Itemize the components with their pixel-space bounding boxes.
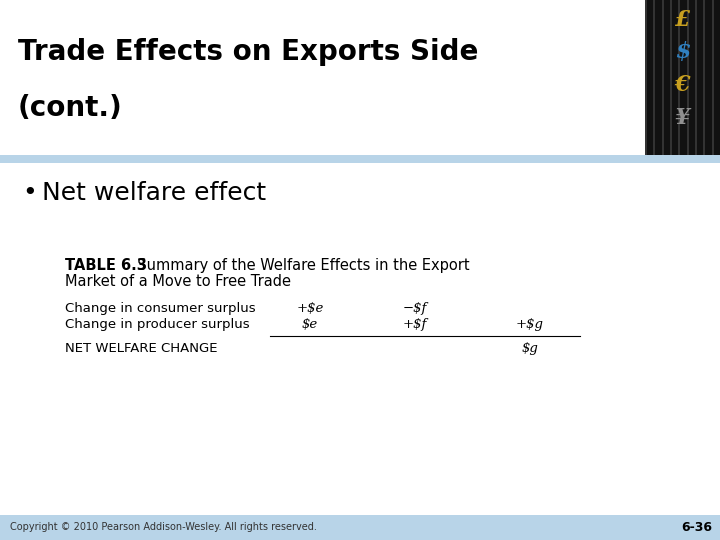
Text: •: • — [22, 181, 37, 205]
Bar — [695, 0, 697, 155]
Text: ¥: ¥ — [675, 107, 690, 129]
Bar — [0, 163, 720, 515]
Bar — [716, 0, 718, 155]
Bar — [666, 0, 668, 155]
Text: £: £ — [675, 9, 690, 31]
Text: Copyright © 2010 Pearson Addison-Wesley. All rights reserved.: Copyright © 2010 Pearson Addison-Wesley.… — [10, 523, 317, 532]
Text: +$e: +$e — [297, 302, 324, 315]
Bar — [0, 515, 720, 540]
Text: NET WELFARE CHANGE: NET WELFARE CHANGE — [65, 342, 217, 355]
Text: Change in producer surplus: Change in producer surplus — [65, 318, 250, 331]
Bar — [0, 155, 720, 163]
Bar — [687, 0, 689, 155]
Text: Summary of the Welfare Effects in the Export: Summary of the Welfare Effects in the Ex… — [128, 258, 469, 273]
Bar — [0, 0, 645, 155]
Text: +$g: +$g — [516, 318, 544, 331]
Bar — [657, 0, 660, 155]
Text: 6-36: 6-36 — [681, 521, 712, 534]
Bar — [670, 0, 672, 155]
Bar — [649, 0, 652, 155]
Bar — [683, 0, 685, 155]
Bar — [690, 0, 693, 155]
Bar — [662, 0, 664, 155]
Bar — [653, 0, 655, 155]
Text: Change in consumer surplus: Change in consumer surplus — [65, 302, 256, 315]
Text: Market of a Move to Free Trade: Market of a Move to Free Trade — [65, 274, 291, 289]
Text: $: $ — [675, 41, 690, 63]
Text: $g: $g — [521, 342, 539, 355]
Text: $e: $e — [302, 318, 318, 331]
Bar — [708, 0, 710, 155]
Text: −$f: −$f — [402, 302, 427, 315]
Text: Trade Effects on Exports Side: Trade Effects on Exports Side — [18, 38, 478, 66]
Text: (cont.): (cont.) — [18, 94, 122, 122]
Bar — [645, 0, 720, 155]
Bar — [711, 0, 714, 155]
Bar — [674, 0, 676, 155]
Text: +$f: +$f — [402, 318, 427, 331]
Bar — [703, 0, 706, 155]
Bar — [699, 0, 701, 155]
Text: Net welfare effect: Net welfare effect — [42, 181, 266, 205]
Text: €: € — [675, 74, 690, 96]
Bar — [678, 0, 680, 155]
Text: TABLE 6.3: TABLE 6.3 — [65, 258, 147, 273]
Bar — [645, 0, 647, 155]
